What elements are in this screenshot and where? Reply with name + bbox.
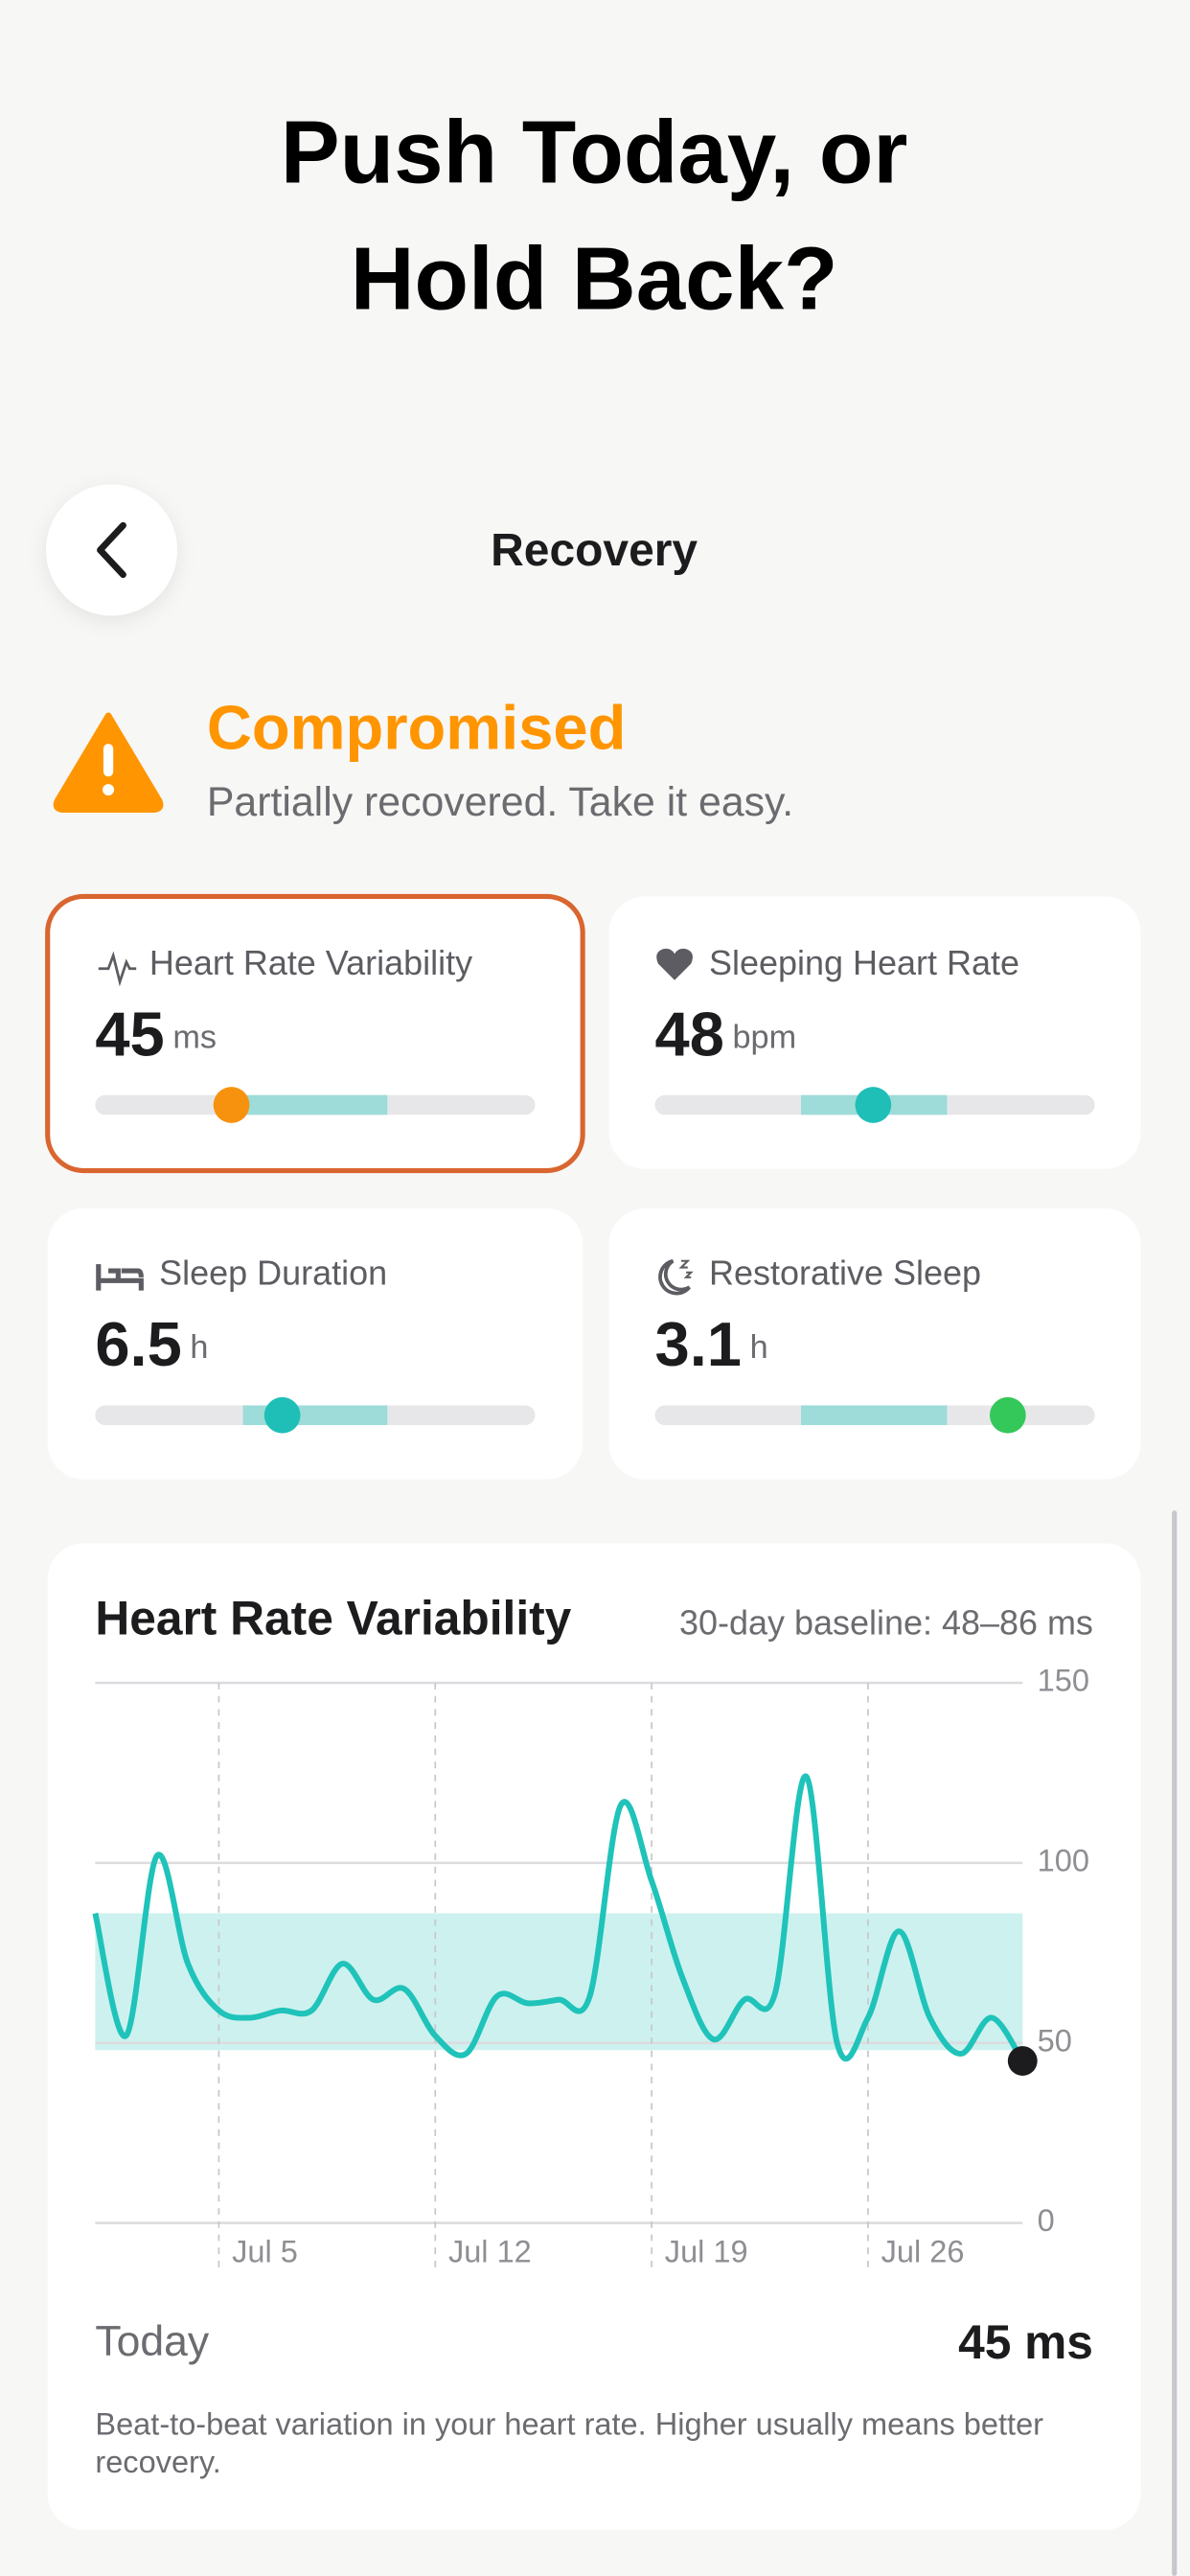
metric-number: 3.1 [655, 1309, 742, 1379]
metric-number: 6.5 [95, 1309, 181, 1379]
metric-unit: h [750, 1329, 768, 1366]
metric-label: Sleeping Heart Rate [709, 943, 1019, 982]
slider-range [245, 1094, 388, 1116]
today-point [1007, 2046, 1038, 2076]
hrv-line [92, 1773, 1025, 2063]
metric-label: Sleep Duration [159, 1254, 387, 1293]
metric-number: 48 [655, 1000, 724, 1070]
chart-title: Heart Rate Variability [95, 1592, 571, 1645]
metric-card[interactable]: Heart Rate Variability 45 ms [45, 893, 585, 1174]
today-value: 45 ms [958, 2315, 1093, 2369]
scrollbar [1172, 1510, 1178, 2576]
slider-dot [855, 1087, 892, 1123]
warning-dot [103, 784, 115, 796]
moon-icon [658, 1258, 691, 1296]
metric-number: 45 [95, 1000, 164, 1070]
x-tick-label: Jul 12 [448, 2235, 532, 2269]
status-label: Compromised [207, 692, 627, 762]
metric-value: 3.1 h [655, 1309, 768, 1379]
y-tick-label: 100 [1038, 1843, 1089, 1877]
description: Beat-to-beat variation in your heart rat… [95, 2408, 1044, 2481]
metric-value: 48 bpm [655, 1000, 797, 1070]
warning-mark [103, 744, 114, 777]
headline: Hold Back? [351, 229, 838, 329]
metric-unit: ms [172, 1020, 217, 1056]
zz-icon [678, 1259, 694, 1278]
metric-label: Restorative Sleep [709, 1254, 981, 1293]
heart-icon [656, 948, 693, 980]
slider-range [800, 1405, 948, 1426]
back-icon[interactable] [97, 521, 126, 579]
slider-dot [263, 1396, 301, 1434]
slider-dot [990, 1396, 1026, 1434]
slider-dot [213, 1087, 250, 1123]
bed-icon [96, 1264, 144, 1291]
back-button-bg[interactable] [45, 484, 178, 616]
headline: Push Today, or [281, 103, 907, 202]
y-tick-label: 150 [1038, 1664, 1089, 1698]
status-icon [53, 712, 164, 814]
metric-unit: h [190, 1329, 208, 1366]
status-message: Partially recovered. Take it easy. [207, 779, 793, 825]
metric-label: Heart Rate Variability [149, 943, 472, 982]
metric-card[interactable]: Sleeping Heart Rate 48 bpm [608, 896, 1141, 1169]
chart-subtitle: 30-day baseline: 48–86 ms [679, 1603, 1093, 1643]
x-tick-label: Jul 5 [232, 2235, 298, 2269]
hrv-icon [98, 951, 137, 987]
y-tick-label: 0 [1038, 2203, 1055, 2238]
plot: 0 50 100 150 Jul 5 Jul 12 Jul 19 Jul 26 [92, 1664, 1089, 2269]
metric-unit: bpm [732, 1020, 796, 1056]
description-box: Beat-to-beat variation in your heart rat… [95, 2408, 1044, 2481]
metric-value: 6.5 h [95, 1309, 208, 1379]
x-tick-label: Jul 26 [881, 2235, 965, 2269]
back-button[interactable] [45, 484, 178, 616]
metric-card[interactable]: Sleep Duration 6.5 h [47, 1208, 584, 1480]
x-tick-label: Jul 19 [665, 2235, 748, 2269]
baseline-band [95, 1913, 1023, 2051]
y-tick-label: 50 [1038, 2023, 1072, 2058]
metric-card[interactable]: Restorative Sleep 3.1 h [608, 1208, 1141, 1480]
nav-title: Recovery [491, 525, 698, 576]
metric-value: 45 ms [95, 1000, 217, 1070]
today-label: Today [95, 2318, 210, 2365]
